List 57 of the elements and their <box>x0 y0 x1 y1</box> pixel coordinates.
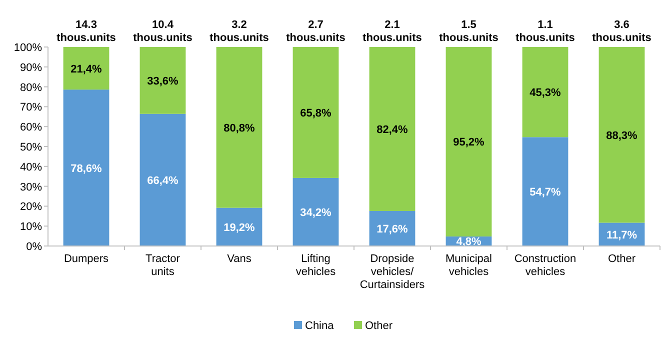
bar <box>63 47 110 90</box>
bar <box>216 47 262 208</box>
bar <box>369 47 416 211</box>
data-label: 88,3% <box>606 130 638 142</box>
legend-label: China <box>305 320 335 332</box>
data-label: 45,3% <box>530 87 562 100</box>
y-tick-label: 30% <box>20 181 42 194</box>
y-tick-label: 80% <box>20 82 42 94</box>
text: 10.4 thous.units <box>133 19 192 44</box>
text: 1.5 thous.units <box>439 19 498 44</box>
y-tick-label: 50% <box>20 142 42 154</box>
text: 3.2 thous.units <box>210 19 269 44</box>
data-label: 65,8% <box>300 107 332 120</box>
data-label: 34,2% <box>300 206 332 219</box>
y-tick-label: 40% <box>20 161 42 174</box>
data-label: 19,2% <box>224 222 256 234</box>
text: 1.1 thous.units <box>516 19 575 44</box>
bar <box>292 47 339 178</box>
data-label: 11,7% <box>606 229 638 242</box>
data-label: 4,8% <box>456 236 482 248</box>
x-tick-label: Other <box>608 253 636 265</box>
data-label: 80,8% <box>224 122 256 134</box>
bar <box>522 137 568 246</box>
bar <box>140 47 186 114</box>
text: 2.1 thous.units <box>362 19 422 44</box>
y-tick-label: 70% <box>20 102 42 114</box>
data-label: 82,4% <box>376 124 408 136</box>
data-label: 54,7% <box>530 186 562 199</box>
text: 3.6 thous.units <box>592 19 652 44</box>
y-tick-label: 0% <box>26 241 42 253</box>
x-tick-label: Construction vehicles <box>514 253 576 278</box>
data-label: 33,6% <box>147 75 179 88</box>
bar <box>446 47 492 236</box>
legend-label: Other <box>365 320 393 332</box>
x-tick-label: Municipal vehicles <box>446 253 492 278</box>
text: 14.3 thous.units <box>56 19 116 44</box>
bar <box>63 90 110 246</box>
data-label: 95,2% <box>453 136 485 149</box>
bar <box>522 47 568 138</box>
x-tick-label: Dumpers <box>64 253 110 265</box>
bar <box>598 47 645 223</box>
bar <box>140 114 186 246</box>
data-label: 78,6% <box>70 162 102 175</box>
data-label: 66,4% <box>147 174 179 187</box>
x-tick-label: Lifting vehicles <box>296 253 336 278</box>
text: 2.7 thous.units <box>286 19 346 44</box>
data-label: 17,6% <box>376 223 408 236</box>
x-tick-label: Vans <box>227 253 252 265</box>
y-tick-label: 10% <box>20 221 42 234</box>
bar <box>292 178 339 246</box>
y-tick-label: 90% <box>20 62 42 74</box>
x-tick-label: Dropside vehicles/ Curtainsiders <box>360 253 426 291</box>
x-tick-label: Tractor units <box>146 253 180 278</box>
y-tick-label: 100% <box>14 42 42 54</box>
y-tick-label: 60% <box>20 122 42 134</box>
data-label: 21,4% <box>70 63 102 76</box>
y-tick-label: 20% <box>20 201 42 214</box>
